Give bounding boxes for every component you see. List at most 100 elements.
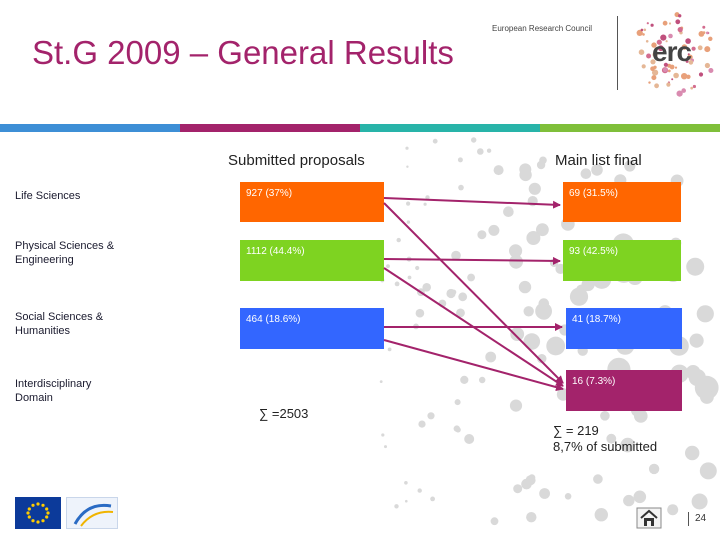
background-dot [479, 376, 486, 384]
background-dot [508, 244, 523, 258]
mainlist-total-percent: 8,7% of submitted [553, 439, 658, 454]
background-dot [430, 496, 435, 502]
logo-dot [652, 69, 659, 76]
fp7-swoosh-icon [73, 503, 114, 527]
background-dot [493, 165, 504, 176]
logo-dot [685, 59, 689, 63]
logo-dot [678, 14, 682, 18]
background-dot [503, 206, 514, 217]
logo-dot [666, 82, 671, 87]
submitted-value-life-sciences: 927 (37%) [246, 188, 293, 199]
background-dot [404, 481, 408, 485]
background-dot [537, 354, 547, 364]
logo-dot [651, 75, 657, 81]
logo-dot [702, 25, 706, 29]
logo-dot [704, 46, 711, 53]
submitted-value-physical-sciences: 1112 (44.4%) [246, 246, 305, 257]
header-stripe [180, 124, 360, 132]
logo-dot [645, 40, 649, 43]
background-dot [454, 399, 461, 406]
background-dot [600, 411, 610, 421]
background-dot [387, 347, 392, 352]
background-dot [594, 508, 608, 522]
background-dot [593, 474, 603, 484]
logo-dot [698, 72, 704, 77]
logo-dot [652, 52, 658, 58]
background-dot [486, 148, 492, 153]
logo-dot [641, 64, 646, 69]
background-dot [394, 504, 399, 509]
background-dot [581, 277, 595, 292]
background-dot [415, 265, 420, 271]
background-dot [485, 351, 497, 363]
org-tagline: European Research Council [492, 24, 593, 33]
header-stripe [540, 124, 720, 132]
submitted-bar-life-sciences: 927 (37%) [240, 182, 384, 222]
eu-stars-icon [26, 502, 50, 524]
logo-dot [673, 72, 679, 79]
background-dot [415, 308, 425, 318]
logo-dot [663, 62, 668, 67]
background-dot [606, 433, 617, 444]
logo-dot [642, 33, 645, 36]
background-dot [407, 275, 412, 280]
row-label-social-sciences: Social Sciences & Humanities [15, 311, 104, 337]
background-dot [536, 223, 549, 237]
logo-dot [660, 34, 667, 41]
flow-arrow-life-sciences [383, 197, 561, 209]
background-dot [456, 308, 465, 318]
logo-dot [688, 60, 694, 65]
background-dot [406, 165, 409, 168]
background-dot [519, 163, 532, 176]
background-dot [384, 445, 387, 449]
logo-dot [681, 44, 688, 50]
background-dot [623, 494, 635, 507]
background-dot [539, 488, 550, 499]
page-title: St.G 2009 – General Results [32, 34, 454, 71]
logo-dot [668, 22, 672, 25]
mainlist-value-social-sciences: 41 (18.7%) [572, 314, 621, 325]
background-dot [633, 490, 647, 504]
background-dot [509, 399, 523, 412]
submitted-value-social-sciences: 464 (18.6%) [246, 314, 301, 325]
background-dot [564, 493, 572, 500]
background-dot [523, 306, 534, 317]
logo-dot [638, 49, 645, 55]
logo-dot [650, 59, 656, 65]
logo-dot [706, 31, 709, 35]
flow-arrow-physical-sciences [383, 256, 561, 265]
background-dot [458, 184, 464, 191]
logo-dot [708, 68, 714, 73]
logo-dot [671, 78, 674, 81]
background-dot [691, 493, 708, 510]
logo-dot [656, 39, 662, 45]
page-number: 24 [688, 512, 706, 526]
background-dot [536, 160, 546, 170]
logo-dot [654, 83, 659, 89]
background-dot [379, 380, 383, 383]
logo-dot [687, 54, 693, 60]
home-icon[interactable] [636, 507, 662, 529]
logo-dot [692, 84, 696, 89]
background-dot [457, 157, 463, 163]
background-dot [451, 289, 457, 295]
flow-arrow-life-to-interdisciplinary [383, 202, 564, 384]
mainlist-bar-social-sciences: 41 (18.7%) [566, 308, 682, 349]
background-dot [685, 365, 701, 380]
logo-dot [691, 46, 696, 51]
logo-dot [690, 86, 694, 90]
background-dot [620, 437, 635, 453]
flow-arrow-physical-to-interdisciplinary [383, 267, 564, 387]
background-dot [451, 250, 461, 261]
background-dot [689, 333, 704, 348]
background-dot [523, 333, 541, 350]
background-dot [467, 273, 475, 282]
background-dot [591, 164, 603, 176]
background-dot [396, 237, 401, 243]
background-dot [546, 336, 566, 356]
background-dot [417, 488, 422, 493]
logo-dot [681, 88, 686, 93]
background-dot [667, 504, 679, 516]
background-dot [513, 484, 523, 494]
background-dot [423, 202, 427, 206]
